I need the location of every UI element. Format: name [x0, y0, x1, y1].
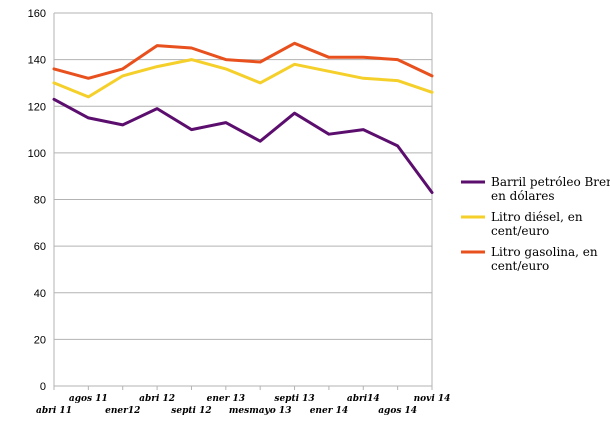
legend-label: Litro diésel, en	[491, 210, 583, 224]
x-tick-label: abri 11	[36, 406, 72, 416]
x-tick-label: septi 12	[171, 406, 211, 416]
x-tick-label: ener 14	[310, 406, 348, 416]
legend-label: cent/euro	[491, 259, 549, 273]
grid	[53, 12, 433, 390]
y-tick-label: 20	[34, 334, 46, 346]
y-tick-label: 40	[34, 288, 46, 300]
legend-label: Barril petróleo Brent,	[491, 175, 610, 189]
legend-label: cent/euro	[491, 224, 549, 238]
x-tick-label: abri14	[347, 394, 380, 404]
x-tick-label: ener 13	[207, 394, 245, 404]
x-tick-label: agos 14	[378, 406, 417, 416]
series-line-0	[52, 97, 434, 194]
y-tick-label: 80	[34, 195, 46, 207]
y-tick-label: 160	[28, 8, 46, 20]
y-axis-ticks: 0 20 40 60 80 100 120 140 160	[28, 8, 46, 393]
x-tick-label: ener12	[105, 406, 140, 416]
y-tick-label: 100	[28, 148, 46, 160]
y-tick-label: 140	[28, 55, 46, 67]
legend-label: en dólares	[491, 189, 555, 203]
y-tick-label: 120	[28, 101, 46, 113]
x-tick-label: septi 13	[274, 394, 314, 404]
series-line-2	[52, 41, 434, 80]
legend: Barril petróleo Brent,en dólares Litro di…	[461, 175, 610, 273]
x-tick-label: mesmayo 13	[229, 406, 292, 416]
y-tick-label: 0	[40, 381, 46, 393]
series-lines	[52, 41, 434, 194]
x-axis-ticks: abri 11 agos 11 ener12 abri 12 septi 12 ener …	[36, 394, 450, 416]
x-tick-label: agos 11	[69, 394, 108, 404]
legend-label: Litro gasolina, en	[491, 245, 598, 259]
x-tick-label: novi 14	[414, 394, 451, 404]
y-tick-label: 60	[34, 241, 46, 253]
x-tick-label: abri 12	[139, 394, 175, 404]
series-line-1	[52, 58, 434, 99]
